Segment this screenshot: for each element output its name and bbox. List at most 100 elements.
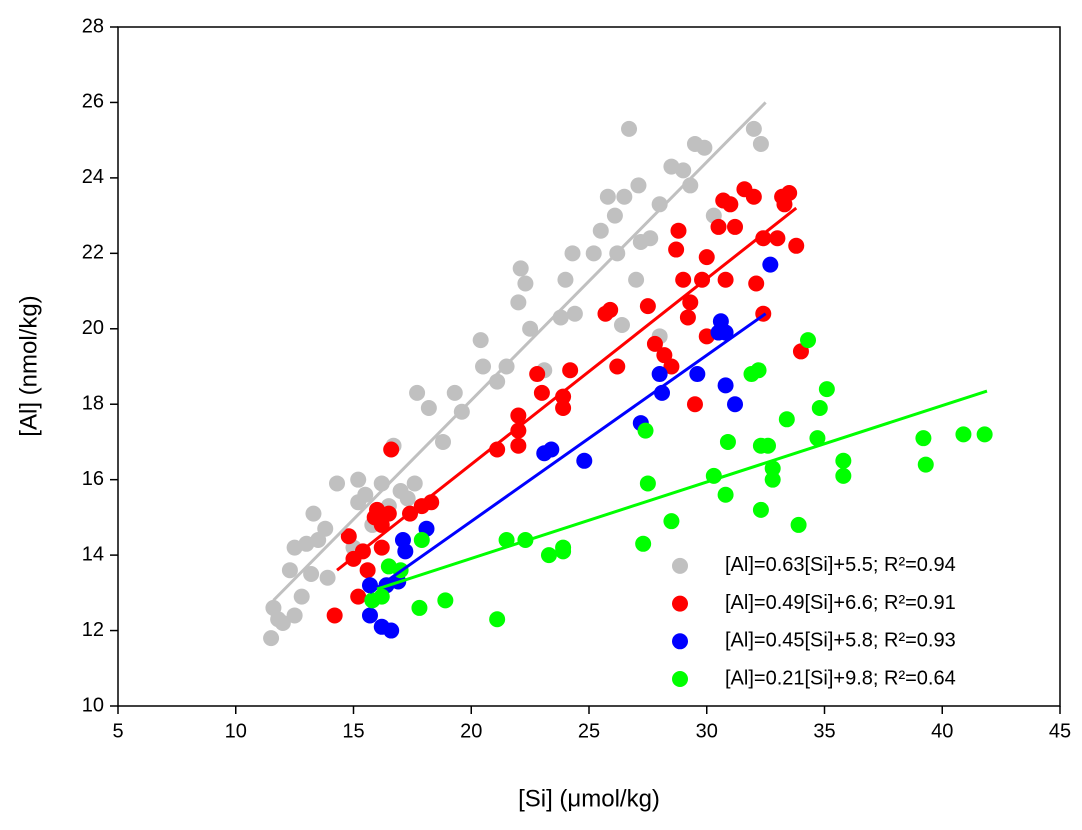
data-point — [955, 426, 972, 443]
y-tick-label: 12 — [82, 619, 104, 641]
data-point — [564, 245, 581, 262]
data-point — [350, 588, 367, 605]
legend-marker — [672, 595, 688, 612]
data-point — [305, 505, 322, 522]
data-point — [413, 532, 430, 549]
data-point — [710, 324, 727, 341]
data-point — [357, 486, 374, 503]
data-point — [592, 222, 609, 239]
data-point — [555, 388, 572, 405]
data-point — [748, 275, 765, 292]
legend-marker — [672, 633, 688, 650]
data-point — [778, 411, 795, 428]
data-point — [609, 358, 626, 375]
data-point — [359, 562, 376, 579]
y-tick-label: 28 — [82, 15, 104, 37]
data-point — [818, 381, 835, 398]
data-point — [696, 139, 713, 156]
data-point — [670, 222, 687, 239]
x-axis-label: [Si] (μmol/kg) — [518, 785, 660, 812]
data-point — [788, 237, 805, 254]
data-point — [606, 207, 623, 224]
data-point — [409, 384, 426, 401]
data-point — [373, 539, 390, 556]
x-tick-label: 30 — [696, 720, 718, 742]
data-point — [510, 422, 527, 439]
data-point — [329, 475, 346, 492]
y-tick-label: 18 — [82, 393, 104, 415]
data-point — [722, 196, 739, 213]
data-point — [406, 475, 423, 492]
data-point — [682, 294, 699, 311]
data-point — [380, 505, 397, 522]
data-point — [529, 366, 546, 383]
data-point — [717, 377, 734, 394]
data-point — [835, 452, 852, 469]
legend-label: [Al]=0.21[Si]+9.8; R²=0.64 — [725, 667, 956, 689]
data-point — [663, 358, 680, 375]
data-point — [446, 384, 463, 401]
data-point — [475, 358, 492, 375]
data-point — [743, 366, 760, 383]
data-point — [543, 441, 560, 458]
data-point — [755, 230, 772, 247]
data-point — [759, 437, 776, 454]
x-tick-label: 20 — [460, 720, 482, 742]
legend-label: [Al]=0.49[Si]+6.6; R²=0.91 — [725, 592, 956, 614]
data-point — [764, 471, 781, 488]
data-point — [679, 309, 696, 326]
data-point — [350, 471, 367, 488]
y-tick-label: 16 — [82, 468, 104, 490]
data-point — [727, 218, 744, 235]
data-point — [762, 256, 779, 273]
data-point — [281, 562, 298, 579]
data-point — [434, 433, 451, 450]
data-point — [420, 399, 437, 416]
data-point — [562, 362, 579, 379]
fit-line — [369, 312, 767, 595]
data-point — [809, 430, 826, 447]
data-point — [498, 532, 515, 549]
y-tick-label: 26 — [82, 91, 104, 113]
data-point — [835, 467, 852, 484]
data-point — [533, 384, 550, 401]
data-point — [517, 275, 534, 292]
y-tick-label: 24 — [82, 166, 104, 188]
data-point — [727, 396, 744, 413]
x-tick-label: 25 — [578, 720, 600, 742]
data-point — [752, 501, 769, 518]
fit-line — [336, 206, 798, 572]
data-point — [602, 301, 619, 318]
data-point — [800, 332, 817, 349]
data-point — [745, 188, 762, 205]
data-point — [976, 426, 993, 443]
data-point — [361, 577, 378, 594]
data-point — [651, 366, 668, 383]
data-point — [522, 320, 539, 337]
data-point — [663, 513, 680, 530]
data-point — [557, 271, 574, 288]
data-point — [642, 230, 659, 247]
data-point — [675, 271, 692, 288]
fit-line — [376, 389, 988, 591]
data-point — [686, 396, 703, 413]
data-point — [510, 437, 527, 454]
data-point — [717, 271, 734, 288]
data-point — [326, 607, 343, 624]
data-point — [717, 486, 734, 503]
data-point — [719, 433, 736, 450]
data-point — [510, 407, 527, 424]
data-point — [274, 615, 291, 632]
data-point — [319, 569, 336, 586]
data-point — [689, 366, 706, 383]
data-point — [472, 332, 489, 349]
data-point — [576, 452, 593, 469]
x-tick-label: 35 — [813, 720, 835, 742]
x-tick-label: 15 — [342, 720, 364, 742]
legend-marker — [672, 557, 688, 574]
data-point — [383, 441, 400, 458]
data-point — [917, 456, 934, 473]
x-tick-label: 10 — [225, 720, 247, 742]
y-axis-label: [Al] (nmol/kg) — [15, 295, 42, 436]
